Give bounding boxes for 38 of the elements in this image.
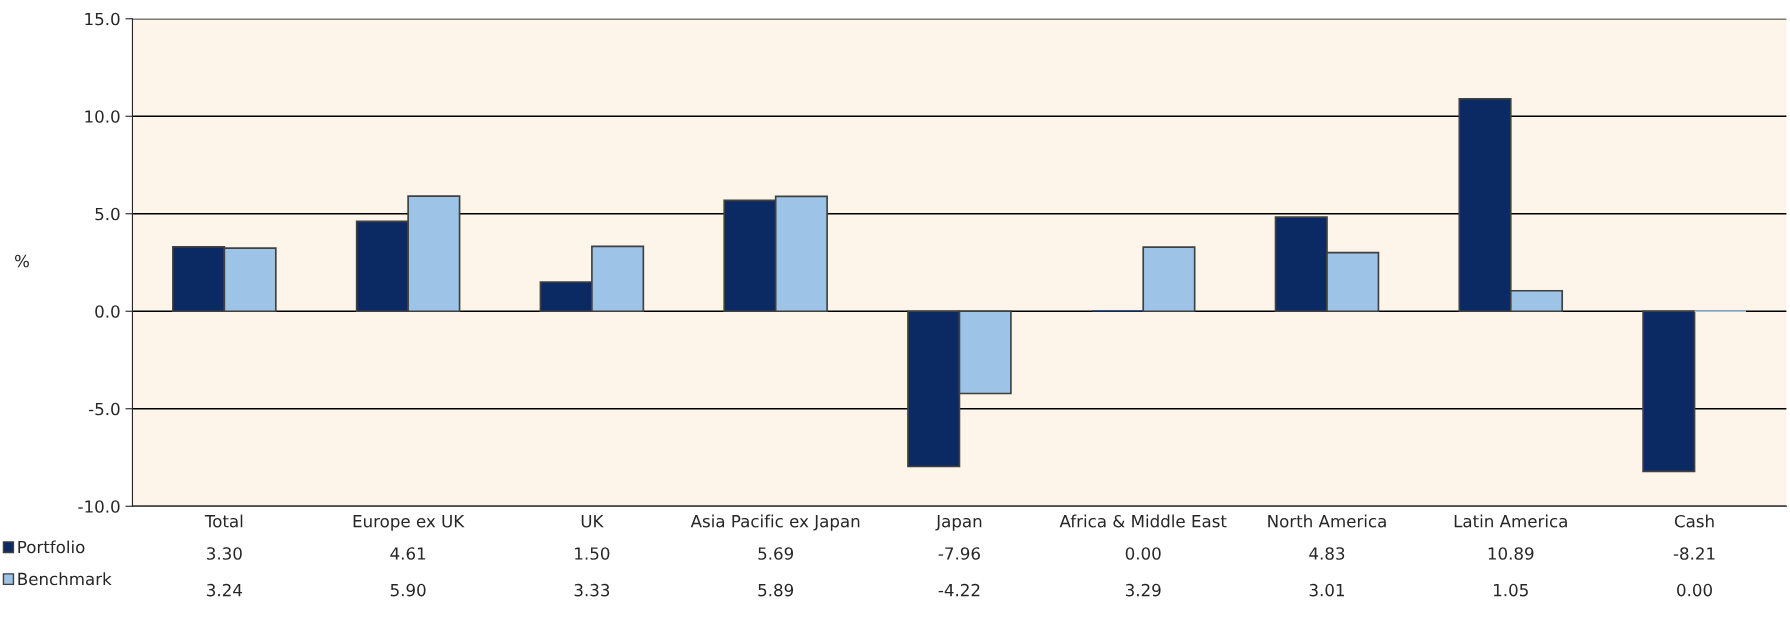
data-label: 3.24 bbox=[207, 583, 242, 597]
y-axis-title: % bbox=[14, 254, 29, 268]
data-label: 1.50 bbox=[575, 547, 610, 560]
legend-label: Benchmark bbox=[18, 572, 112, 586]
y-tick-label: -10.0 bbox=[78, 500, 120, 513]
x-tick-label: UK bbox=[581, 515, 604, 528]
data-label: 0.00 bbox=[1125, 547, 1161, 560]
x-tick-label: Japan bbox=[935, 515, 982, 531]
data-label: -4.22 bbox=[938, 583, 980, 597]
data-label: 3.29 bbox=[1125, 583, 1161, 597]
y-tick-label: 15.0 bbox=[85, 12, 120, 26]
bar bbox=[1142, 246, 1196, 313]
x-tick-label: Africa & Middle East bbox=[1059, 514, 1227, 528]
data-label: -7.96 bbox=[938, 547, 980, 560]
y-tick-label: -5.0 bbox=[88, 402, 120, 416]
legend-label: Portfolio bbox=[18, 540, 85, 554]
x-tick-label: Asia Pacific ex Japan bbox=[690, 514, 860, 531]
y-tick-label: 10.0 bbox=[85, 110, 120, 123]
x-tick-label: North America bbox=[1268, 514, 1386, 528]
data-label: 5.89 bbox=[758, 583, 794, 597]
bar bbox=[1642, 310, 1696, 473]
x-tick-label: Total bbox=[204, 514, 243, 528]
data-label: 3.33 bbox=[574, 583, 610, 597]
data-label: 0.00 bbox=[1677, 583, 1712, 597]
data-label: 4.61 bbox=[390, 547, 426, 560]
y-tick-label: 0.0 bbox=[95, 305, 120, 318]
data-label: 5.90 bbox=[390, 583, 426, 597]
data-label: 5.69 bbox=[758, 547, 794, 560]
data-label: 3.30 bbox=[207, 547, 242, 560]
data-label: -8.21 bbox=[1673, 547, 1715, 560]
data-label: 1.05 bbox=[1494, 583, 1528, 597]
y-tick-label: 5.0 bbox=[95, 207, 120, 221]
data-label: 4.83 bbox=[1309, 547, 1345, 560]
x-tick-label: Europe ex UK bbox=[353, 515, 465, 531]
x-tick-label: Latin America bbox=[1454, 514, 1567, 528]
x-tick-label: Cash bbox=[1674, 514, 1714, 528]
data-label: 10.89 bbox=[1488, 547, 1534, 560]
data-label: 3.01 bbox=[1309, 583, 1344, 597]
